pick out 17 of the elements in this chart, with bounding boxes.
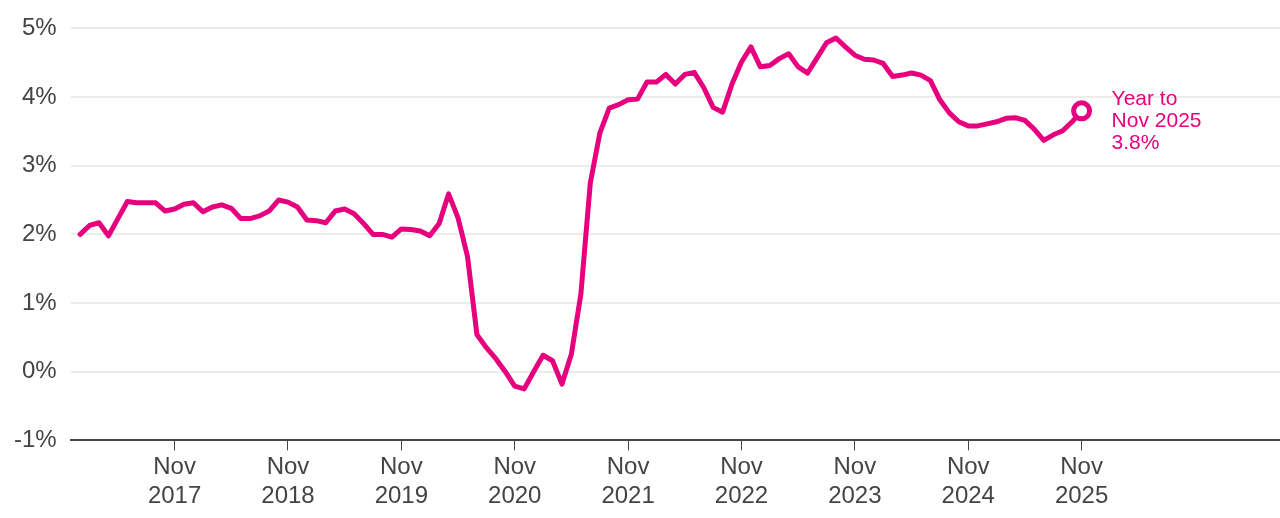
annotation: Year to Nov 2025 3.8% [1111,86,1202,154]
x-tick-label: Nov 2021 [601,452,655,509]
y-tick-label: 0% [21,356,57,384]
x-tick-label: Nov 2019 [374,452,429,509]
x-tick-label: Nov 2020 [488,452,542,509]
x-tick-label: Nov 2018 [261,452,315,509]
x-tick-label: Nov 2022 [714,452,769,509]
y-tick-label: 5% [21,13,57,41]
y-tick-label: 3% [21,150,57,178]
y-tick-label: -1% [13,425,57,453]
y-tick-label: 2% [21,219,57,247]
x-tick-label: Nov 2025 [1054,452,1109,509]
y-tick-label: 1% [21,287,57,315]
x-tick-label: Nov 2024 [941,452,995,509]
y-tick-label: 4% [21,81,57,109]
x-tick-label: Nov 2023 [828,452,882,509]
x-tick-label: Nov 2017 [147,452,202,509]
